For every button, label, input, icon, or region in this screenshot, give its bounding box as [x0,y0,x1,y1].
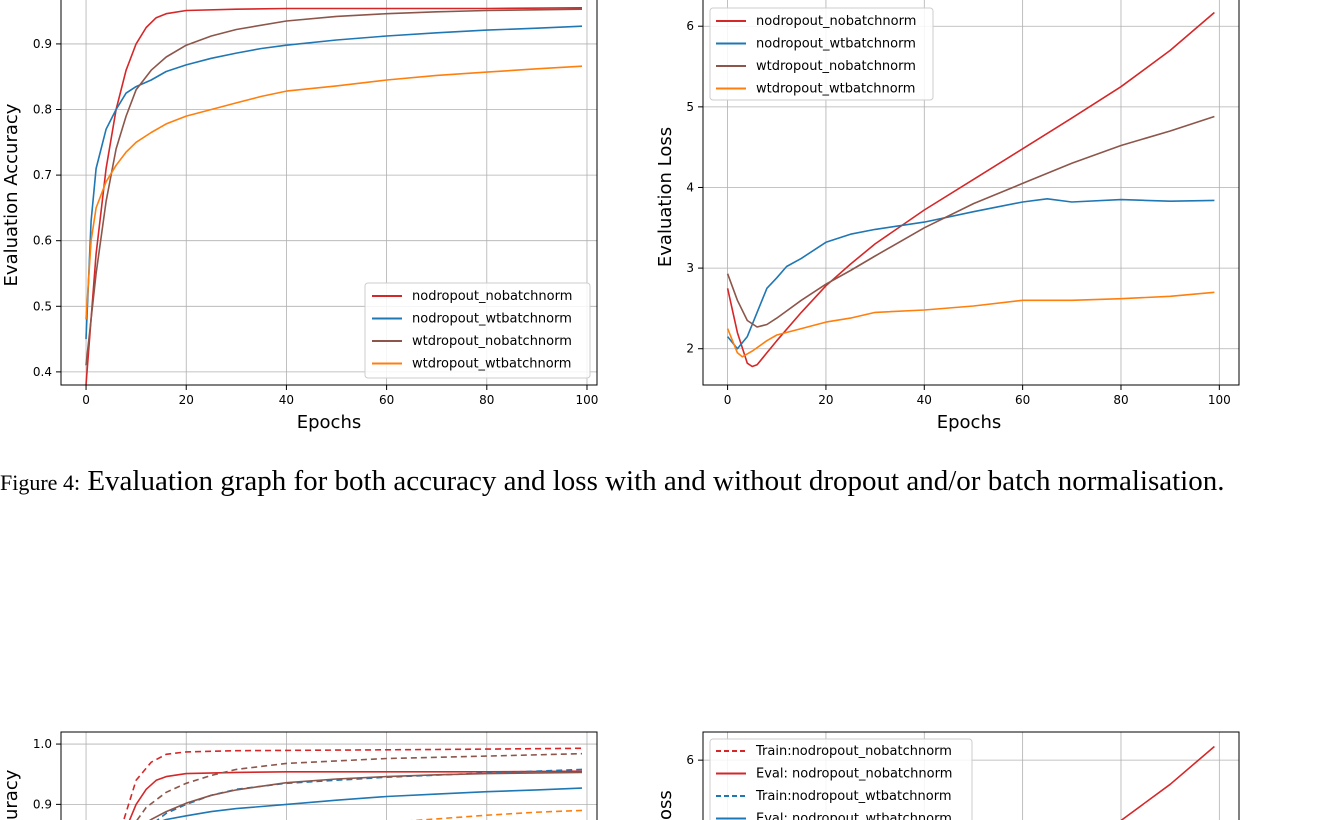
x-tick-label: 80 [479,393,494,407]
series-line-nodropout-nobatchnorm [726,11,1215,368]
loss-plot-frame [702,0,1240,386]
train-eval-accuracy-plot-frame [60,731,598,820]
x-tick-label: 40 [917,393,932,407]
y-tick-label: 4 [686,180,694,194]
series-line-wtdropout-wtbatchnorm [85,65,583,320]
accuracy-ticks: 0 20 40 60 80 100 0.4 0.5 0.6 0.7 0.8 0.9 [33,37,599,407]
y-tick-label: 0.9 [33,37,52,51]
y-tick-label: 0.6 [33,234,52,248]
y-tick-label: 6 [686,753,694,767]
x-tick-label: 20 [179,393,194,407]
series-line-nodropout-nobatchnorm [85,7,583,385]
loss-legend-box [709,7,934,101]
accuracy-chart: 0 20 40 60 80 100 0.4 0.5 0.6 0.7 0.8 0.9 Epochs Ev… [1,0,598,433]
train-eval-loss-legend: Train:nodropout_nobatchnorm Eval: nodropo… [709,738,973,820]
legend-label: Eval: nodropout_nobatchnorm [756,767,952,782]
x-tick-label: 100 [1208,393,1231,407]
legend-label: wtdropout_nobatchnorm [412,334,572,349]
series-line-train-nodropout-nobatchnorm [122,747,583,820]
loss-legend: nodropout_nobatchnorm nodropout_wtbatchno… [709,7,934,101]
series-line-eval-nodropout-nobatchnorm [128,770,583,820]
x-tick-label: 20 [818,393,833,407]
accuracy-legend: nodropout_nobatchnorm nodropout_wtbatchno… [364,282,591,379]
accuracy-xlabel: Epochs [297,412,362,433]
accuracy-grid [61,0,597,385]
series-line-eval-nodropout-nobatchnorm [1120,745,1215,820]
loss-series-lines [726,11,1215,368]
legend-label: Train:nodropout_wtbatchnorm [755,789,951,804]
figure-label: Figure 4: [0,470,81,495]
train-eval-loss-ticks: 56 [686,753,703,767]
train-eval-loss-chart: 56 oss Train:nodropout_nobatchnorm Eval: … [655,731,1240,820]
legend-label: nodropout_nobatchnorm [412,289,572,304]
x-tick-label: 100 [576,393,599,407]
series-line-eval-wtdropout-nobatchnorm [148,771,583,820]
series-line-wtdropout-wtbatchnorm [726,291,1215,358]
x-tick-label: 40 [279,393,294,407]
train-eval-loss-legend-box [709,738,973,820]
train-eval-accuracy-grid [61,732,597,820]
x-tick-label: 60 [1015,393,1030,407]
x-tick-label: 0 [82,393,90,407]
x-tick-label: 0 [724,393,732,407]
series-line-wtdropout-nobatchnorm [85,8,583,366]
legend-label: nodropout_wtbatchnorm [412,312,572,327]
train-eval-loss-plot-frame [702,731,1240,820]
y-tick-label: 5 [686,100,694,114]
y-tick-label: 3 [686,261,694,275]
legend-label: Eval: nodropout_wtbatchnorm [756,812,952,820]
legend-label: nodropout_wtbatchnorm [756,37,916,52]
accuracy-plot-frame [60,0,598,386]
legend-label: Train:nodropout_nobatchnorm [755,744,952,759]
y-tick-label: 0.9 [33,797,52,811]
y-tick-label: 0.8 [33,103,52,117]
legend-label: wtdropout_nobatchnorm [756,59,916,74]
series-line-nodropout-wtbatchnorm [726,198,1215,350]
y-tick-label: 0.5 [33,299,52,313]
caption-text: Evaluation graph for both accuracy and l… [87,465,1225,497]
figure-caption: Figure 4: Evaluation graph for both accu… [0,462,1252,502]
train-eval-loss-ylabel-fragment: oss [655,790,676,820]
loss-chart: 0 20 40 60 80 100 2 3 4 5 6 Epochs Evaluation Loss… [655,0,1240,433]
train-eval-accuracy-series-lines [122,747,583,820]
train-eval-accuracy-ylabel-fragment: uracy [1,769,22,820]
y-tick-label: 0.4 [33,365,52,379]
y-tick-label: 1.0 [33,737,52,751]
series-line-wtdropout-nobatchnorm [726,115,1215,328]
loss-xlabel: Epochs [937,412,1002,433]
loss-ylabel: Evaluation Loss [655,127,676,267]
series-line-train-wtdropout-wtbatchnorm [410,809,583,820]
series-line-nodropout-wtbatchnorm [85,25,583,340]
series-line-train-nodropout-wtbatchnorm [156,768,583,820]
legend-label: wtdropout_wtbatchnorm [756,82,915,97]
legend-label: nodropout_nobatchnorm [756,14,916,29]
accuracy-series-lines [85,7,583,385]
y-tick-label: 6 [686,19,694,33]
series-line-train-wtdropout-nobatchnorm [136,752,583,820]
x-tick-label: 80 [1113,393,1128,407]
y-tick-label: 0.7 [33,168,52,182]
train-eval-accuracy-ticks: 0.9 1.0 [33,737,61,811]
accuracy-legend-box [364,282,591,379]
loss-ticks: 0 20 40 60 80 100 2 3 4 5 6 [686,19,1230,407]
train-eval-loss-series-lines [1120,745,1215,820]
x-tick-label: 60 [379,393,394,407]
train-eval-accuracy-chart: 0.9 1.0 uracy [1,731,598,820]
legend-label: wtdropout_wtbatchnorm [412,357,571,372]
accuracy-ylabel: Evaluation Accuracy [1,103,22,286]
y-tick-label: 2 [686,342,694,356]
